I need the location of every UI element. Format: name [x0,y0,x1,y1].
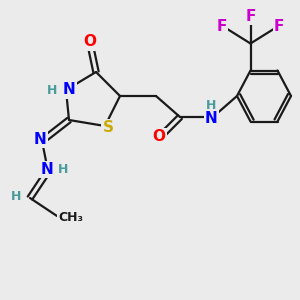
Text: H: H [58,163,68,176]
Text: CH₃: CH₃ [58,211,83,224]
Text: O: O [83,34,97,50]
Text: N: N [40,162,53,177]
Text: N: N [34,132,47,147]
Text: N: N [205,111,218,126]
Text: H: H [206,99,217,112]
Text: F: F [245,9,256,24]
Text: N: N [63,82,75,98]
Text: F: F [274,20,284,34]
Text: H: H [47,83,58,97]
Text: S: S [103,120,113,135]
Text: O: O [152,129,166,144]
Text: F: F [217,20,227,34]
Text: H: H [11,190,22,203]
